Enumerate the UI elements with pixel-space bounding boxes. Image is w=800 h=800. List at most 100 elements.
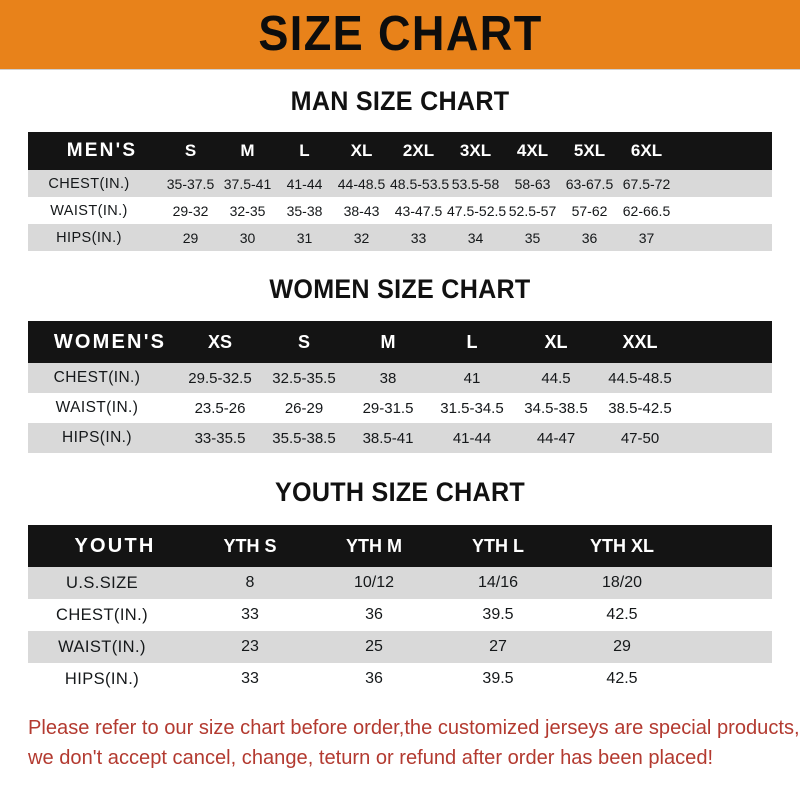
man-chest-xl: 44-48.5 <box>337 175 386 192</box>
man-waist-xl: 38-43 <box>343 202 380 219</box>
man-hips-xl: 32 <box>353 229 370 246</box>
man-waist-m: 32-35 <box>229 202 266 219</box>
women-hips-xxl: 47-50 <box>620 429 660 447</box>
women-hips-xl: 44-47 <box>536 429 576 447</box>
youth-row-label-us-size: U.S.SIZE <box>66 573 138 592</box>
women-header-spacer <box>682 321 772 363</box>
youth-chest-l: 39.5 <box>482 606 514 623</box>
man-size-section: MAN SIZE CHART MEN'S S M L XL 2XL 3XL 4X <box>0 88 800 251</box>
table-row: WAIST(IN.) 23 25 27 29 <box>28 631 772 663</box>
youth-table-header-row: YOUTH YTH S YTH M YTH L YTH XL <box>28 525 772 567</box>
man-row-label-hips: HIPS(IN.) <box>56 229 122 246</box>
man-row-label-chest: CHEST(IN.) <box>48 175 130 192</box>
women-header-label: WOMEN'S <box>53 330 167 353</box>
women-section-title: WOMEN SIZE CHART <box>269 274 531 304</box>
youth-size-section: YOUTH SIZE CHART YOUTH YTH S YTH M YTH L… <box>0 479 800 695</box>
table-row: WAIST(IN.) 23.5-26 26-29 29-31.5 31.5-34… <box>28 393 772 423</box>
women-waist-xl: 34.5-38.5 <box>524 399 588 417</box>
table-row: CHEST(IN.) 35-37.5 37.5-41 41-44 44-48.5… <box>28 170 772 197</box>
man-waist-4xl: 52.5-57 <box>508 202 557 219</box>
youth-header-label: YOUTH <box>74 534 156 557</box>
youth-section-title: YOUTH SIZE CHART <box>275 477 525 507</box>
man-hips-5xl: 36 <box>581 229 598 246</box>
man-hips-3xl: 34 <box>467 229 484 246</box>
table-row: HIPS(IN.) 33 36 39.5 42.5 <box>28 663 772 695</box>
youth-header-size-m: YTH M <box>346 535 402 556</box>
man-waist-2xl: 43-47.5 <box>394 202 443 219</box>
youth-chest-m: 36 <box>365 606 383 623</box>
man-hips-spacer <box>675 224 772 251</box>
youth-size-table: YOUTH YTH S YTH M YTH L YTH XL U.S.SIZE … <box>28 525 772 695</box>
youth-header-size-l: YTH L <box>472 535 524 556</box>
women-hips-spacer <box>682 423 772 453</box>
youth-row-label-waist: WAIST(IN.) <box>58 637 146 656</box>
man-header-size-3xl: 3XL <box>459 141 492 160</box>
man-header-size-6xl: 6XL <box>630 141 663 160</box>
youth-waist-m: 25 <box>365 638 383 655</box>
man-chest-spacer <box>675 170 772 197</box>
youth-chest-xl: 42.5 <box>606 606 638 623</box>
women-size-section: WOMEN SIZE CHART WOMEN'S XS S M L XL XXL <box>0 276 800 453</box>
women-chest-spacer <box>682 363 772 393</box>
footer-disclaimer-line-2: we don't accept cancel, change, teturn o… <box>28 745 714 769</box>
women-header-size-xs: XS <box>207 331 232 352</box>
women-hips-s: 35.5-38.5 <box>272 429 336 447</box>
women-header-size-xl: XL <box>544 331 568 352</box>
youth-hips-s: 33 <box>241 670 259 687</box>
youth-header-size-s: YTH S <box>223 535 277 556</box>
table-row: U.S.SIZE 8 10/12 14/16 18/20 <box>28 567 772 599</box>
man-header-size-5xl: 5XL <box>573 141 606 160</box>
man-chest-2xl: 48.5-53.5 <box>390 175 450 192</box>
women-waist-m: 29-31.5 <box>362 399 414 417</box>
table-row: CHEST(IN.) 33 36 39.5 42.5 <box>28 599 772 631</box>
youth-header-spacer <box>684 525 772 567</box>
women-chest-xl: 44.5 <box>541 369 571 387</box>
youth-ussize-xl: 18/20 <box>601 574 643 591</box>
man-waist-spacer <box>675 197 772 224</box>
youth-hips-spacer <box>684 663 772 695</box>
youth-ussize-l: 14/16 <box>477 574 519 591</box>
man-chest-4xl: 58-63 <box>514 175 551 192</box>
youth-ussize-m: 10/12 <box>353 574 395 591</box>
women-chest-s: 32.5-35.5 <box>272 369 336 387</box>
women-row-label-waist: WAIST(IN.) <box>55 399 139 416</box>
man-size-table: MEN'S S M L XL 2XL 3XL 4XL 5XL 6XL CHEST… <box>28 132 772 251</box>
women-header-size-xxl: XXL <box>622 331 658 352</box>
footer-disclaimer-line-1: Please refer to our size chart before or… <box>28 716 800 739</box>
man-chest-l: 41-44 <box>286 175 323 192</box>
man-header-label: MEN'S <box>66 140 138 161</box>
man-header-size-m: M <box>240 141 255 160</box>
table-row: WAIST(IN.) 29-32 32-35 35-38 38-43 43-47… <box>28 197 772 224</box>
women-row-label-chest: CHEST(IN.) <box>53 369 141 386</box>
man-header-size-s: S <box>184 141 197 160</box>
page-title: SIZE CHART <box>257 7 543 61</box>
man-hips-m: 30 <box>239 229 256 246</box>
youth-header-size-xl: YTH XL <box>589 535 654 556</box>
youth-ussize-s: 8 <box>245 574 255 591</box>
man-header-spacer <box>675 132 772 170</box>
man-chest-s: 35-37.5 <box>166 175 215 192</box>
women-hips-xs: 33-35.5 <box>194 429 246 447</box>
man-hips-2xl: 33 <box>410 229 427 246</box>
women-hips-m: 38.5-41 <box>362 429 414 447</box>
women-size-table: WOMEN'S XS S M L XL XXL CHEST(IN.) 29.5-… <box>28 321 772 453</box>
man-waist-6xl: 62-66.5 <box>622 202 671 219</box>
women-waist-l: 31.5-34.5 <box>440 399 504 417</box>
man-hips-l: 31 <box>296 229 313 246</box>
youth-hips-m: 36 <box>365 670 383 687</box>
man-chest-3xl: 53.5-58 <box>451 175 500 192</box>
youth-waist-s: 23 <box>241 638 259 655</box>
women-hips-l: 41-44 <box>452 429 492 447</box>
women-waist-spacer <box>682 393 772 423</box>
footer-disclaimer: Please refer to our size chart before or… <box>28 713 800 772</box>
table-row: HIPS(IN.) 33-35.5 35.5-38.5 38.5-41 41-4… <box>28 423 772 453</box>
table-row: CHEST(IN.) 29.5-32.5 32.5-35.5 38 41 44.… <box>28 363 772 393</box>
man-waist-5xl: 57-62 <box>571 202 608 219</box>
man-waist-l: 35-38 <box>286 202 323 219</box>
women-chest-m: 38 <box>379 369 397 387</box>
women-chest-xxl: 44.5-48.5 <box>608 369 672 387</box>
man-header-size-4xl: 4XL <box>516 141 549 160</box>
man-section-title: MAN SIZE CHART <box>290 86 510 116</box>
youth-waist-l: 27 <box>489 638 507 655</box>
